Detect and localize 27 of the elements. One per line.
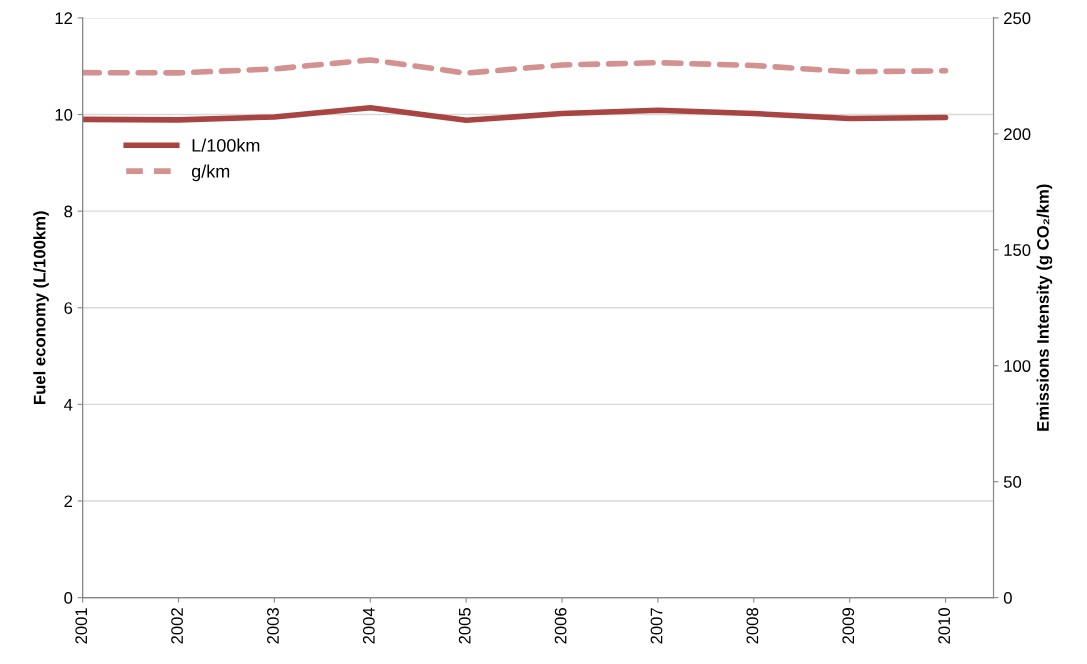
y-tick-label: 8 (64, 205, 73, 218)
x-tick-label: 2002 (171, 608, 183, 644)
y-axis-title: Fuel economy (L/100km) (33, 211, 49, 404)
y2-tick-label: 0 (1003, 592, 1012, 604)
y-tick-label: 0 (64, 592, 73, 604)
y-tick-label: 2 (64, 495, 73, 508)
x-tick-label: 2008 (746, 608, 759, 644)
x-tick-label: 2005 (458, 608, 471, 644)
x-tick-label: 2007 (650, 608, 663, 644)
x-tick-label: 2009 (842, 608, 855, 644)
legend-label: L/100km (192, 138, 260, 152)
legend-label: g/km (191, 164, 230, 182)
x-tick-label: 2010 (938, 607, 951, 644)
y2-tick-label: 200 (1004, 128, 1031, 141)
x-tick-label: 2003 (267, 608, 279, 644)
y-tick-label: 12 (55, 12, 73, 24)
x-tick-label: 2001 (75, 608, 88, 644)
y2-tick-label: 100 (1004, 360, 1031, 372)
y2-tick-label: 250 (1004, 12, 1031, 25)
x-tick-label: 2004 (362, 607, 375, 644)
y2-tick-label: 50 (1003, 476, 1022, 488)
y-tick-label: 6 (64, 302, 73, 314)
y-tick-label: 4 (64, 398, 73, 411)
y-tick-label: 10 (55, 108, 73, 121)
x-tick-label: 2006 (554, 608, 567, 644)
y2-tick-label: 150 (1004, 244, 1031, 256)
y2-axis-title: Emissions Intensity (g CO₂/km) (1036, 184, 1053, 431)
